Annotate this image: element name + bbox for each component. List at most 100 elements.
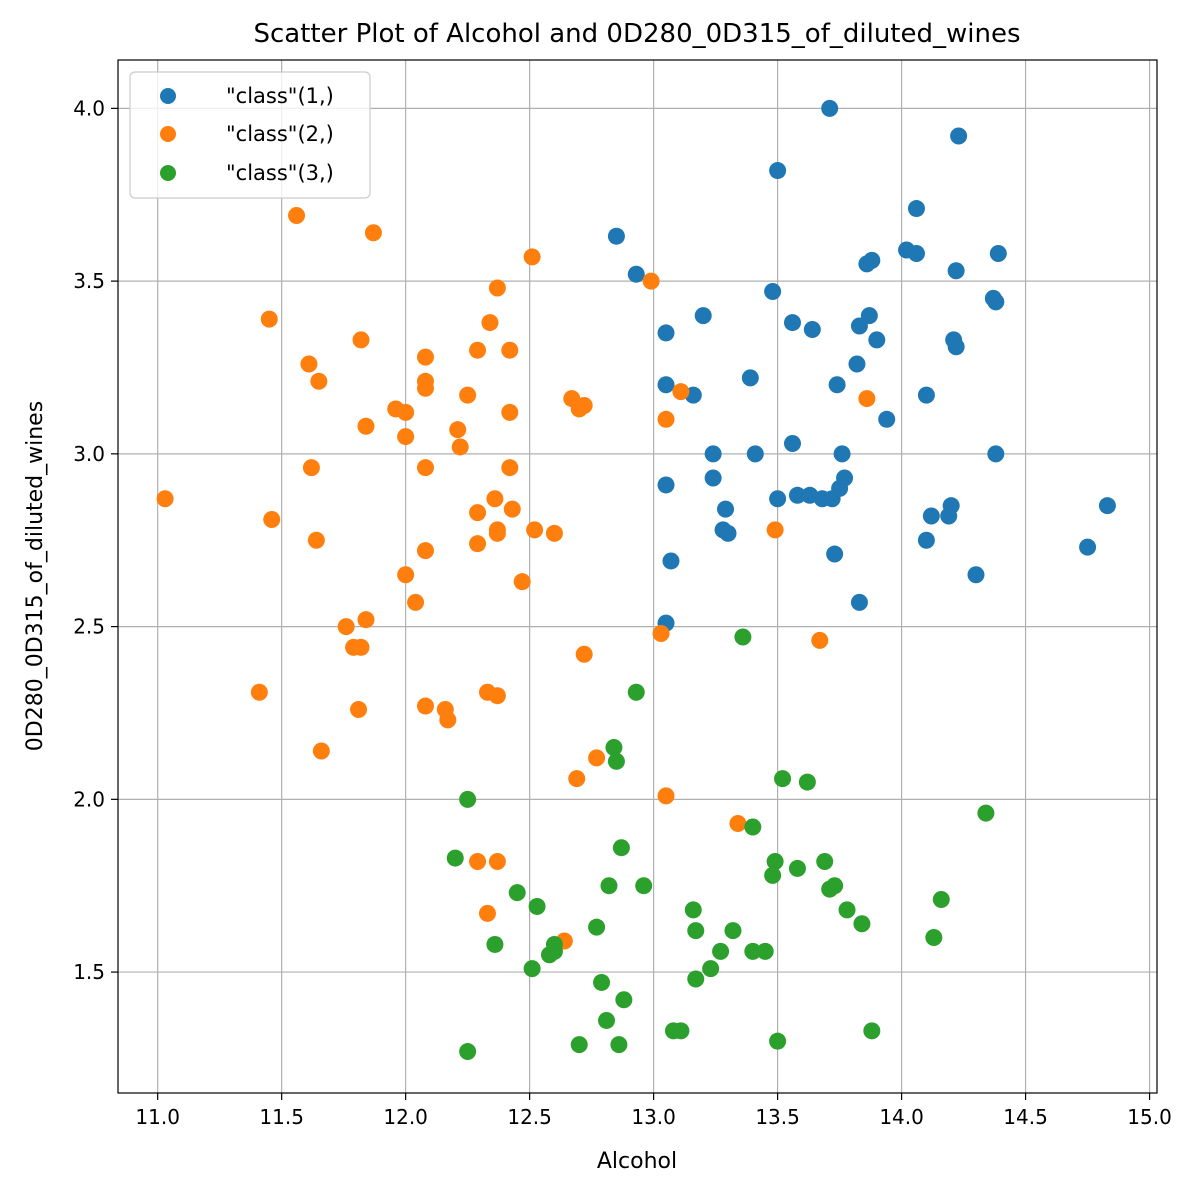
data-point bbox=[501, 341, 519, 359]
x-tick-label: 14.5 bbox=[1003, 1105, 1048, 1129]
data-point bbox=[312, 742, 330, 760]
data-point bbox=[600, 877, 618, 895]
data-point bbox=[717, 500, 735, 518]
x-axis-ticks: 11.0 11.5 12.0 12.5 13.0 13.5 14.0 14.5 15.0 bbox=[135, 1093, 1172, 1129]
data-point bbox=[764, 282, 782, 300]
data-point bbox=[702, 960, 720, 978]
data-point bbox=[300, 355, 318, 373]
data-point bbox=[798, 773, 816, 791]
data-point bbox=[907, 200, 925, 218]
data-point bbox=[848, 355, 866, 373]
data-point bbox=[575, 645, 593, 663]
data-point bbox=[828, 376, 846, 394]
data-point bbox=[868, 331, 886, 349]
data-point bbox=[657, 476, 675, 494]
data-point bbox=[940, 507, 958, 525]
data-point bbox=[459, 790, 477, 808]
data-point bbox=[260, 310, 278, 328]
data-point bbox=[922, 507, 940, 525]
data-point bbox=[503, 500, 521, 518]
data-point bbox=[416, 379, 434, 397]
data-point bbox=[307, 531, 325, 549]
data-point bbox=[439, 711, 457, 729]
series-class-3 bbox=[446, 628, 995, 1061]
x-tick-label: 12.0 bbox=[383, 1105, 428, 1129]
data-point bbox=[850, 593, 868, 611]
x-tick-label: 13.5 bbox=[755, 1105, 800, 1129]
data-point bbox=[607, 227, 625, 245]
y-tick-label: 2.5 bbox=[73, 615, 105, 639]
data-point bbox=[712, 942, 730, 960]
data-point bbox=[766, 853, 784, 871]
y-axis-label: 0D280_0D315_of_diluted_wines bbox=[23, 401, 48, 751]
data-point bbox=[523, 960, 541, 978]
data-point bbox=[821, 99, 839, 117]
data-point bbox=[469, 535, 487, 553]
plot-area bbox=[118, 60, 1157, 1093]
data-point bbox=[588, 749, 606, 767]
data-point bbox=[704, 445, 722, 463]
data-point bbox=[821, 880, 839, 898]
data-point bbox=[987, 445, 1005, 463]
data-point bbox=[756, 942, 774, 960]
data-point bbox=[310, 372, 328, 390]
series-class-1 bbox=[607, 99, 1116, 632]
data-point bbox=[508, 884, 526, 902]
data-point bbox=[657, 376, 675, 394]
data-point bbox=[627, 683, 645, 701]
data-point bbox=[446, 849, 464, 867]
data-point bbox=[811, 631, 829, 649]
data-point bbox=[486, 935, 504, 953]
data-point bbox=[352, 331, 370, 349]
data-point bbox=[788, 859, 806, 877]
data-point bbox=[459, 386, 477, 404]
data-point bbox=[615, 991, 633, 1009]
y-tick-label: 3.5 bbox=[73, 269, 105, 293]
data-point bbox=[769, 490, 787, 508]
data-point bbox=[570, 1036, 588, 1054]
data-point bbox=[397, 428, 415, 446]
data-point bbox=[950, 127, 968, 145]
data-point bbox=[397, 403, 415, 421]
data-point bbox=[488, 853, 506, 871]
x-tick-label: 12.5 bbox=[507, 1105, 552, 1129]
data-point bbox=[694, 307, 712, 325]
data-point bbox=[416, 348, 434, 366]
data-point bbox=[486, 490, 504, 508]
data-point bbox=[593, 973, 611, 991]
y-tick-label: 4.0 bbox=[73, 96, 105, 120]
data-point bbox=[687, 970, 705, 988]
x-tick-label: 14.0 bbox=[879, 1105, 924, 1129]
data-point bbox=[853, 915, 871, 933]
data-point bbox=[469, 504, 487, 522]
data-point bbox=[838, 901, 856, 919]
data-point bbox=[488, 524, 506, 542]
data-point bbox=[987, 293, 1005, 311]
legend-label-class-2: "class"(2,) bbox=[226, 122, 334, 146]
data-point bbox=[288, 206, 306, 224]
data-point bbox=[687, 922, 705, 940]
data-point bbox=[741, 369, 759, 387]
legend-label-class-1: "class"(1,) bbox=[226, 84, 334, 108]
legend: "class"(1,) "class"(2,) "class"(3,) bbox=[129, 71, 371, 199]
data-point bbox=[724, 922, 742, 940]
data-point bbox=[863, 1022, 881, 1040]
legend-marker-class-3 bbox=[160, 165, 176, 181]
data-point bbox=[704, 469, 722, 487]
data-point bbox=[488, 687, 506, 705]
x-tick-label: 11.0 bbox=[135, 1105, 180, 1129]
x-tick-label: 15.0 bbox=[1127, 1105, 1172, 1129]
data-point bbox=[788, 486, 806, 504]
data-point bbox=[407, 593, 425, 611]
data-point bbox=[967, 566, 985, 584]
data-point bbox=[501, 459, 519, 477]
data-point bbox=[823, 490, 841, 508]
legend-marker-class-1 bbox=[160, 88, 176, 104]
data-point bbox=[989, 244, 1007, 262]
data-point bbox=[528, 897, 546, 915]
data-point bbox=[932, 891, 950, 909]
data-point bbox=[526, 521, 544, 539]
x-tick-label: 11.5 bbox=[259, 1105, 304, 1129]
legend-marker-class-2 bbox=[160, 126, 176, 142]
